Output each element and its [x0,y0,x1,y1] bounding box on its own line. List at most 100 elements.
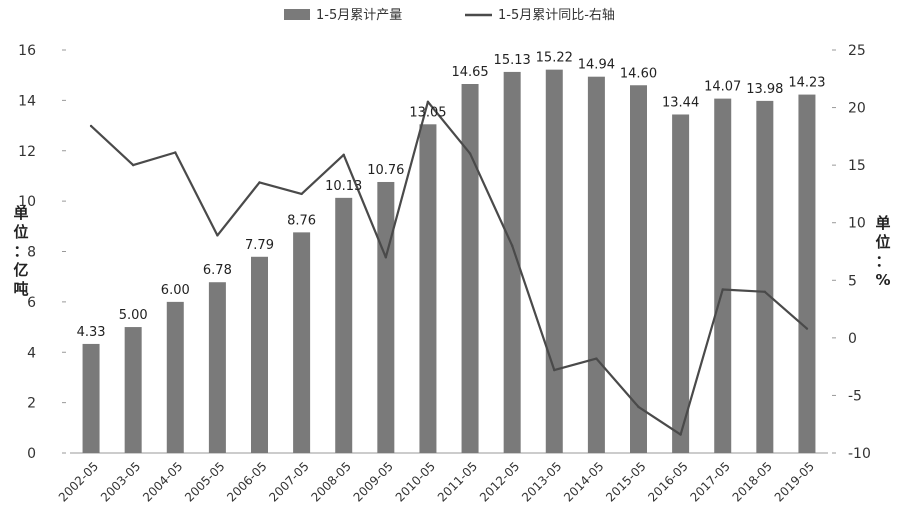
line-point [174,151,177,154]
x-tick-label: 2007-05 [266,459,311,504]
line-point [805,327,809,330]
left-axis-title: 单位：亿吨 [13,204,28,298]
line-point [300,192,303,196]
bar [587,76,605,453]
bar [208,282,226,453]
right-axis-title: 单位：% [875,214,890,289]
bar [166,301,184,453]
left-tick-label: 2 [27,396,36,412]
x-tick-label: 2011-05 [435,459,480,504]
axes: 0 2 4 6 8 10 12 14 16 -10 -5 0 5 10 15 20 25 单位：亿吨 单位：% [13,43,890,462]
line-point [763,290,767,293]
line-point [258,181,261,184]
right-tick-label: 15 [848,158,866,174]
bar [419,124,437,453]
data-labels: 4.33 5.00 6.00 6.78 7.79 8.76 10.13 10.76 13.05 1… [77,51,826,340]
bar-data-label: 14.23 [788,76,825,91]
line-series [89,100,809,436]
line-point [510,244,514,247]
bar-data-label: 8.76 [287,213,316,228]
legend-bar-swatch [284,9,310,20]
x-tick-label: 2013-05 [519,459,564,504]
bar-data-label: 6.78 [203,263,232,278]
right-tick-label: 20 [848,101,866,117]
bar-data-label: 14.07 [704,80,741,95]
left-tick-label: 10 [18,194,36,210]
x-tick-label: 2009-05 [351,459,396,504]
bar [251,256,268,453]
x-tick-label: 2010-05 [393,459,438,504]
bar [293,232,311,453]
bar-data-label: 7.79 [245,238,274,253]
right-tick-label: 25 [848,43,866,59]
bar-data-label: 6.00 [161,283,190,298]
line-point [553,368,556,372]
x-tick-label: 2019-05 [772,459,817,504]
bar [461,84,479,454]
left-tick-label: 6 [27,295,36,311]
x-tick-label: 2012-05 [477,459,522,504]
bar [377,181,395,454]
left-tick-label: 8 [27,245,36,261]
legend: 1-5月累计产量 1-5月累计同比-右轴 [284,8,615,23]
bar [335,197,353,453]
bar-data-label: 13.98 [746,82,783,97]
left-tick-label: 4 [27,345,36,361]
bar-data-label: 13.44 [662,95,699,110]
bar-data-label: 14.65 [451,65,488,80]
x-tick-label: 2018-05 [730,459,775,504]
bar-data-label: 13.05 [409,105,446,120]
line-point [637,405,640,409]
line-point [426,100,430,104]
x-tick-label: 2015-05 [603,459,648,504]
line-point [342,153,345,156]
bar-data-label: 14.60 [620,66,657,81]
x-tick-label: 2017-05 [687,459,732,504]
left-tick-label: 12 [18,144,36,160]
line-point [89,124,93,128]
bar-data-label: 15.13 [494,53,531,68]
x-tick-labels: 2002-052003-052004-052005-052006-052007-… [56,459,817,504]
legend-line-label: 1-5月累计同比-右轴 [498,8,615,23]
bar-data-label: 10.76 [367,163,404,178]
right-tick-label: 0 [848,331,857,347]
line-point [384,256,388,259]
bar [672,114,690,453]
bar-data-label: 15.22 [536,51,573,66]
yoy-line [90,100,808,436]
line-point [216,234,219,237]
right-tick-label: -5 [848,388,862,404]
x-tick-label: 2014-05 [561,459,606,504]
left-tick-label: 14 [18,93,36,109]
right-tick-label: 10 [848,216,866,232]
x-tick-label: 2004-05 [140,459,185,504]
bar [503,71,521,454]
x-tick-label: 2002-05 [56,459,101,504]
bar [798,94,816,453]
x-tick-label: 2005-05 [182,459,227,504]
line-point [595,357,598,360]
bar [82,343,100,453]
bar-data-label: 14.94 [578,58,615,73]
line-point [131,163,135,167]
bar [124,327,142,453]
bar-data-label: 10.13 [325,179,362,194]
legend-bar-label: 1-5月累计产量 [316,8,402,23]
bar-data-label: 5.00 [119,308,148,323]
bar [714,98,732,453]
left-tick-label: 16 [18,43,36,59]
line-point [468,152,472,155]
right-tick-label: -10 [848,446,871,462]
bar [545,69,563,454]
x-tick-label: 2006-05 [224,459,269,504]
right-tick-label: 5 [848,273,857,289]
x-tick-label: 2008-05 [308,459,353,504]
bar [630,85,647,453]
x-tick-label: 2003-05 [98,459,143,504]
left-tick-label: 0 [27,446,36,462]
bar-data-label: 4.33 [77,325,106,340]
bar [756,100,774,453]
line-point [679,433,682,436]
